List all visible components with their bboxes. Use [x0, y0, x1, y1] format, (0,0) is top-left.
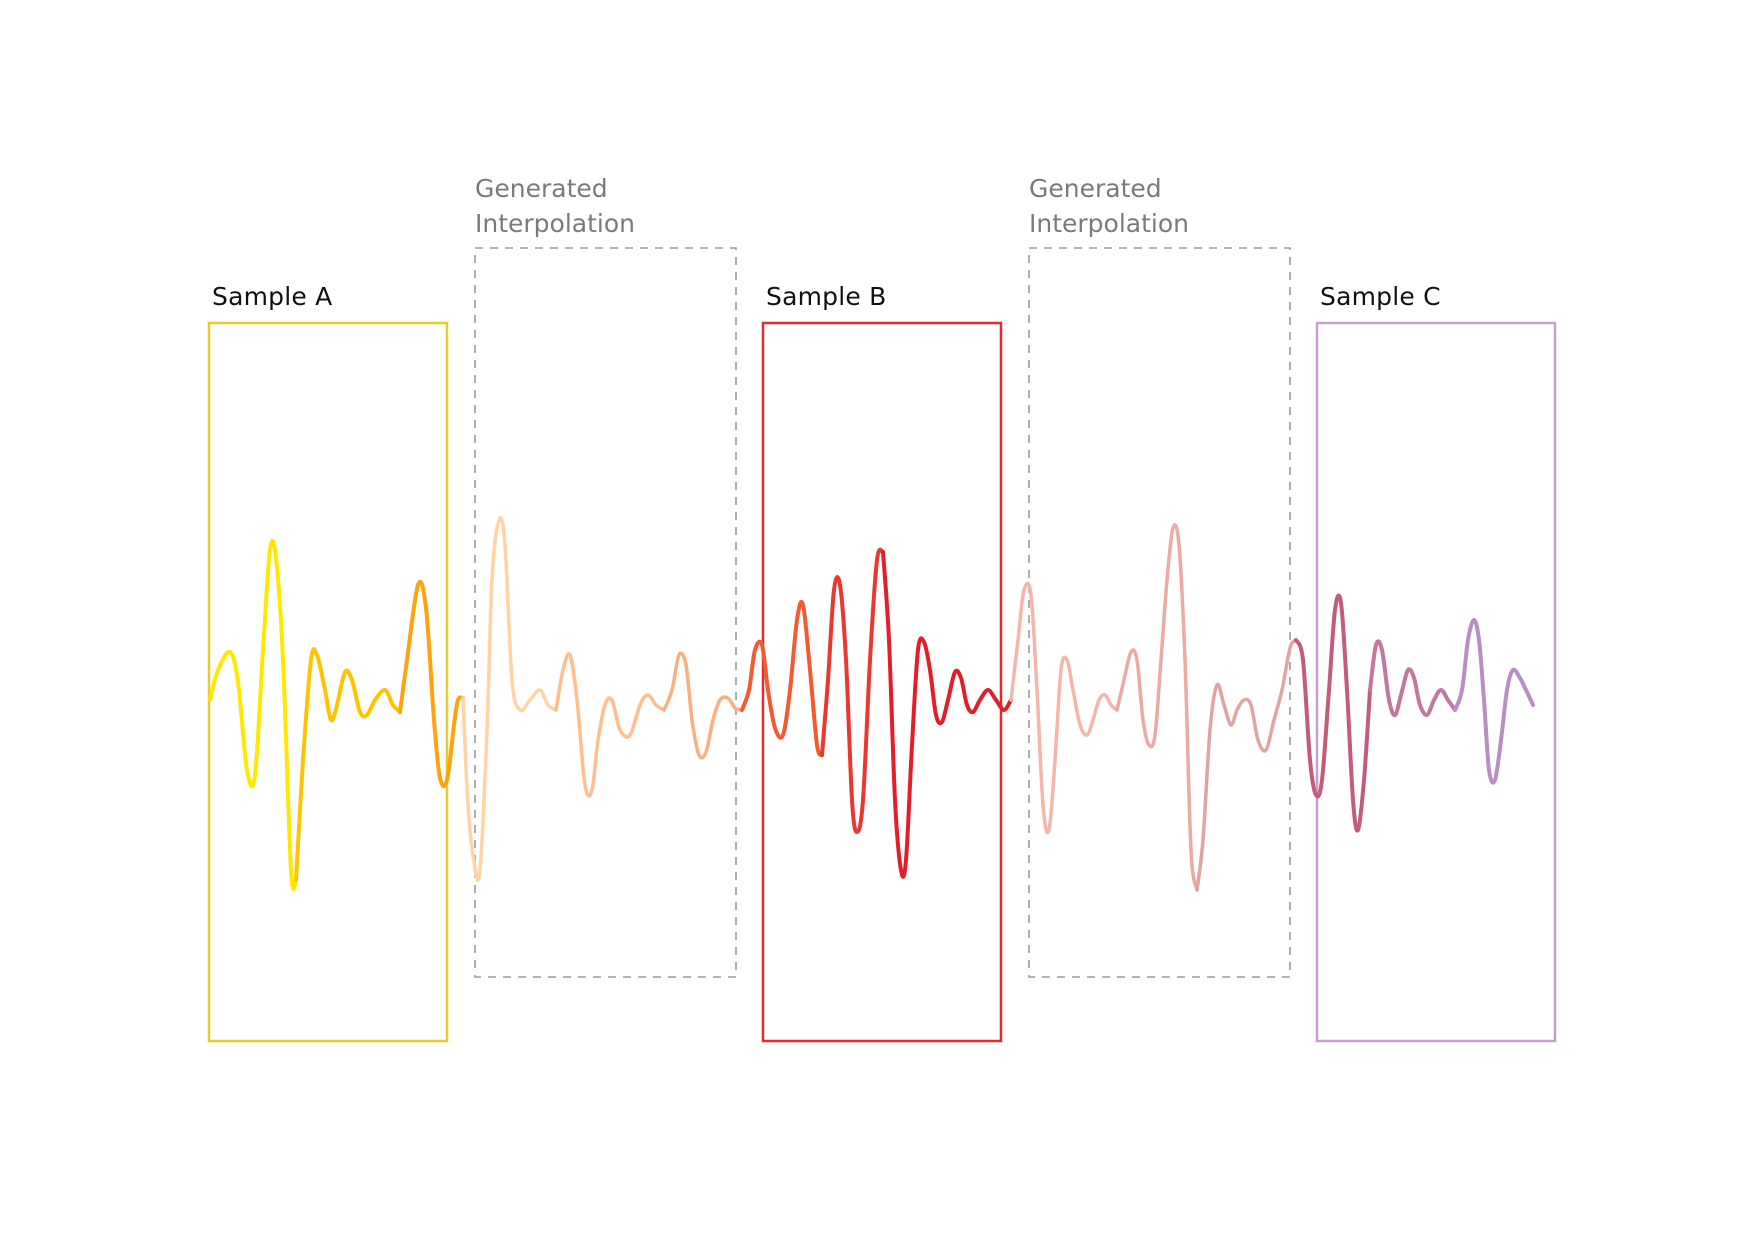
- waveform-interp-1-3: [662, 651, 744, 760]
- sample-c-label: Sample C: [1320, 282, 1441, 311]
- interpolation-1-label: Generated Interpolation: [475, 171, 635, 241]
- interpolation-2-box: [1028, 247, 1291, 978]
- waveform-sample-c-3: [1453, 618, 1535, 785]
- interpolation-1-box: [474, 247, 737, 978]
- interpolation-2-label: Generated Interpolation: [1029, 171, 1189, 241]
- waveform-sample-b-2: [820, 547, 885, 834]
- waveform: [208, 515, 1535, 892]
- waveform-sample-b-1: [740, 599, 824, 757]
- sample-a-label: Sample A: [212, 282, 333, 311]
- sample-b-box: [761, 321, 1003, 1043]
- waveform-sample-a-2: [294, 647, 402, 882]
- interpolation-1-label-line2: Interpolation: [475, 209, 635, 238]
- interpolation-1-label-line1: Generated: [475, 174, 608, 203]
- waveform-sample-a-3: [398, 579, 465, 789]
- waveform-interp-1-1: [461, 515, 558, 882]
- sample-c-box: [1315, 321, 1557, 1043]
- waveform-sample-c-1: [1294, 593, 1372, 833]
- sample-a-box: [207, 321, 449, 1043]
- waveform-interp-2-1: [1009, 581, 1119, 835]
- waveform-interp-2-3: [1195, 638, 1298, 892]
- sample-b-label: Sample B: [766, 282, 887, 311]
- waveform-interp-2-2: [1115, 523, 1199, 892]
- waveform-sample-c-2: [1368, 639, 1457, 718]
- interpolation-2-label-line1: Generated: [1029, 174, 1162, 203]
- waveform-sample-a-1: [208, 538, 298, 891]
- waveform-interp-1-2: [554, 652, 666, 798]
- interpolation-2-label-line2: Interpolation: [1029, 209, 1189, 238]
- waveform-sample-b-3: [881, 550, 1013, 879]
